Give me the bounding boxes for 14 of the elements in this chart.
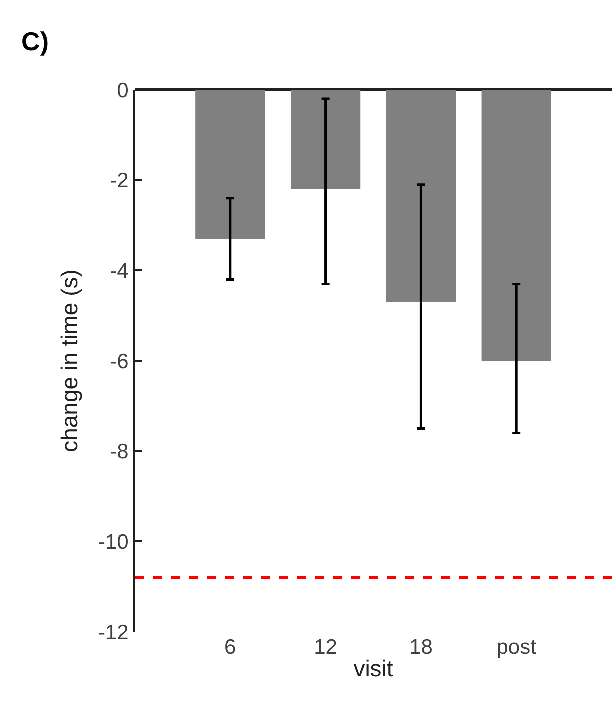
y-tick-label: -10 <box>98 531 129 554</box>
y-tick-label: 0 <box>117 79 129 102</box>
x-tick-label: 12 <box>314 636 338 659</box>
x-tick-label: 6 <box>224 636 236 659</box>
y-tick-label: -4 <box>110 260 130 284</box>
x-tick-label: 18 <box>410 636 433 659</box>
y-axis-title: change in time (s) <box>56 270 82 452</box>
y-tick-label: -2 <box>110 170 129 193</box>
y-tick-label: -6 <box>110 350 129 374</box>
x-axis-title: visit <box>354 656 394 682</box>
y-tick-label: -12 <box>98 621 129 644</box>
x-tick-label: post <box>496 636 537 659</box>
y-tick-label: -8 <box>110 440 129 464</box>
chart-title: C) <box>22 26 49 57</box>
